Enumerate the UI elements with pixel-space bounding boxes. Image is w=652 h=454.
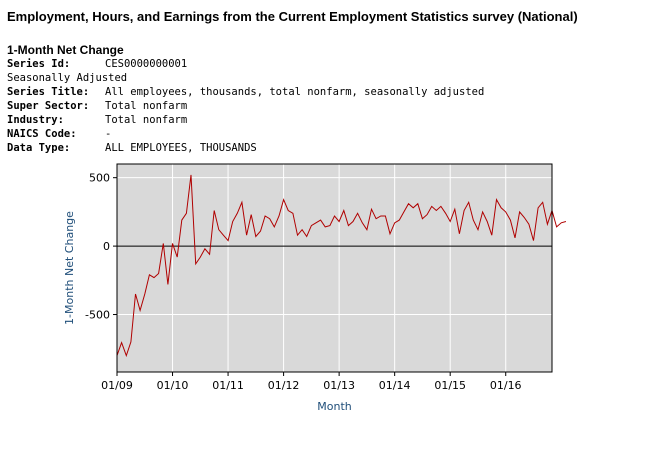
series-metadata: Series Id: CES0000000001 Seasonally Adju… xyxy=(7,57,484,155)
chart-subtitle: 1-Month Net Change xyxy=(7,43,124,57)
y-axis-title: 1-Month Net Change xyxy=(63,211,76,325)
series-title-label: Series Title: xyxy=(7,86,90,98)
x-tick-label: 01/10 xyxy=(157,379,189,392)
y-tick-label: 0 xyxy=(103,240,110,253)
axes: 01/09 01/10 01/11 01/12 01/13 01/14 01/15 01/16… xyxy=(85,163,553,392)
industry-label: Industry: xyxy=(7,114,64,126)
data-type-value: ALL EMPLOYEES, THOUSANDS xyxy=(105,142,257,154)
series-id-label: Series Id: xyxy=(7,58,71,70)
x-tick-label: 01/13 xyxy=(323,379,355,392)
x-tick-label: 01/12 xyxy=(268,379,300,392)
series-id-value: CES0000000001 xyxy=(105,58,188,70)
plot-border xyxy=(116,163,553,373)
data-type-row: Data Type: ALL EMPLOYEES, THOUSANDS xyxy=(7,141,484,155)
series-line xyxy=(116,174,567,358)
x-tick-label: 01/14 xyxy=(379,379,411,392)
super-sector-value: Total nonfarm xyxy=(105,100,188,112)
naics-row: NAICS Code: - xyxy=(7,127,484,141)
x-tick-label: 01/09 xyxy=(101,379,133,392)
x-axis-title: Month xyxy=(317,400,352,413)
series-title-value: All employees, thousands, total nonfarm,… xyxy=(105,86,485,98)
industry-value: Total nonfarm xyxy=(105,114,188,126)
data-type-label: Data Type: xyxy=(7,142,71,154)
plot-area xyxy=(117,164,552,372)
x-tick-label: 01/11 xyxy=(212,379,244,392)
seasonal-adjustment-text: Seasonally Adjusted xyxy=(7,72,128,84)
seasonal-row: Seasonally Adjusted xyxy=(7,71,484,85)
x-tick-label: 01/16 xyxy=(490,379,522,392)
page-title: Employment, Hours, and Earnings from the… xyxy=(7,9,578,24)
y-tick-label: -500 xyxy=(85,309,110,322)
super-sector-row: Super Sector: Total nonfarm xyxy=(7,99,484,113)
naics-label: NAICS Code: xyxy=(7,128,77,140)
industry-row: Industry: Total nonfarm xyxy=(7,113,484,127)
series-id-row: Series Id: CES0000000001 xyxy=(7,57,484,71)
y-tick-label: 500 xyxy=(89,172,110,185)
x-tick-label: 01/15 xyxy=(434,379,466,392)
series-title-row: Series Title: All employees, thousands, … xyxy=(7,85,484,99)
naics-value: - xyxy=(105,128,112,140)
super-sector-label: Super Sector: xyxy=(7,100,90,112)
